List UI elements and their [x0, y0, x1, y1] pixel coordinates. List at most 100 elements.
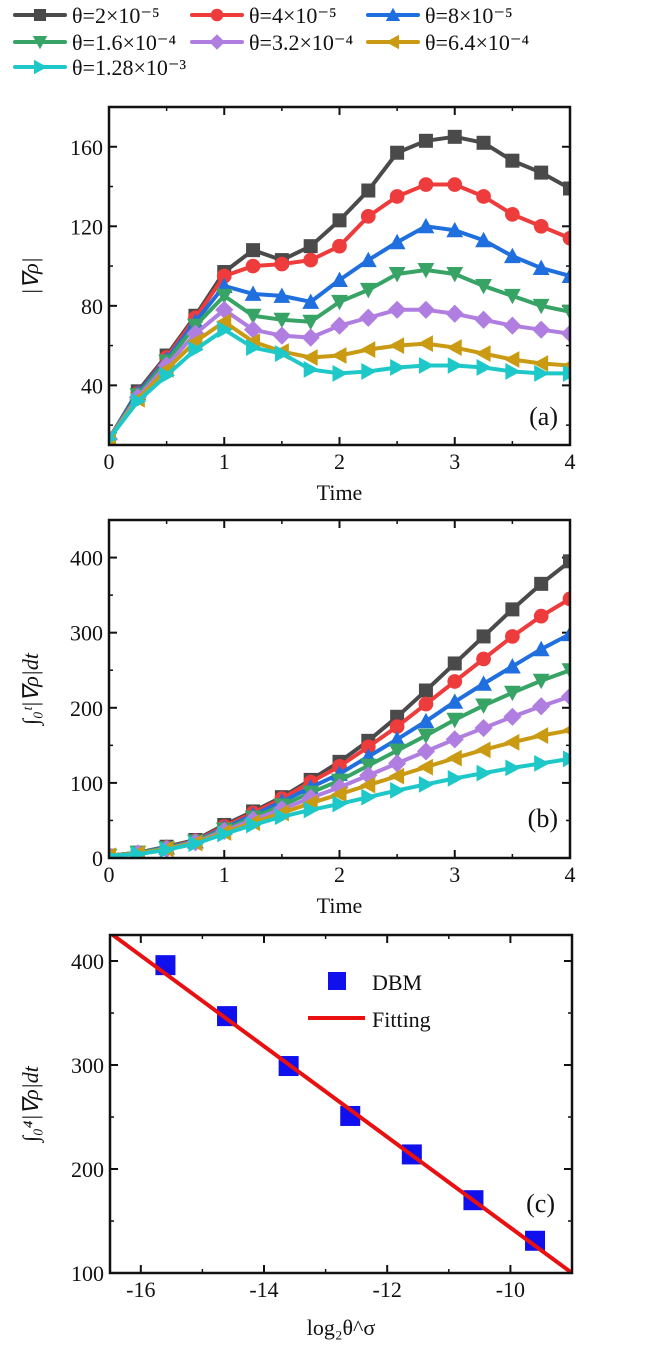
triangle-right-marker [159, 367, 176, 384]
x-axis-label: Time [317, 480, 363, 505]
series-1 [155, 955, 546, 1251]
triangle-left-marker [532, 727, 549, 744]
triangle-left-marker [417, 758, 433, 776]
legend-item: θ=6.4×10⁻⁴ [366, 30, 529, 55]
triangle-left-marker [446, 749, 462, 767]
triangle-down-marker [446, 267, 464, 283]
triangle-down-marker [532, 298, 550, 315]
diamond-marker [503, 316, 522, 335]
triangle-down-marker [273, 312, 291, 329]
plot-data [109, 554, 570, 858]
triangle-left-marker [503, 733, 520, 751]
diamond-marker [272, 326, 291, 345]
series-2 [109, 591, 570, 858]
x-tick-label: 0 [104, 862, 115, 887]
diamond-marker [388, 754, 407, 773]
diamond-marker [445, 730, 464, 749]
square-marker [534, 165, 549, 180]
square-marker [563, 554, 570, 569]
series-line [109, 559, 570, 858]
circle-marker [216, 268, 232, 284]
circle-marker [476, 189, 491, 204]
triangle-right-marker [303, 361, 320, 378]
triangle-right-marker [34, 59, 48, 75]
panel-a: 0 1 2 3 4 40 80 120 160 (a) Time |∇ρ| [18, 105, 576, 505]
triangle-right-marker [274, 808, 291, 826]
series-1 [109, 554, 570, 858]
diamond-marker [301, 328, 320, 347]
triangle-left-marker [475, 345, 491, 362]
diamond-marker [560, 687, 570, 706]
triangle-right-marker [447, 769, 464, 787]
triangle-right-marker [109, 851, 118, 858]
circle-marker [418, 177, 434, 192]
circle-marker [505, 629, 520, 644]
triangle-down-marker [475, 278, 492, 295]
y-tick-label: 40 [81, 373, 103, 398]
x-tick-label: 4 [565, 449, 576, 474]
triangle-right-marker [303, 801, 320, 819]
diamond-marker [186, 324, 205, 343]
triangle-right-marker [534, 365, 550, 382]
legend-item: θ=8×10⁻⁵ [366, 3, 513, 28]
triangle-up-marker [503, 247, 521, 264]
triangle-right-marker [246, 339, 262, 356]
y-tick-label: 400 [71, 949, 104, 974]
triangle-right-marker [390, 359, 406, 376]
triangle-left-marker [388, 337, 405, 354]
series-line [109, 597, 570, 858]
y-axis-label: ∫₀ᵗ|∇ρ|dt [18, 652, 44, 727]
series-2 [110, 935, 572, 1273]
axes: 0 1 2 3 4 0 100 200 300 400 [70, 520, 576, 887]
triangle-up-marker [446, 221, 464, 238]
triangle-right-marker [332, 365, 348, 382]
x-tick-label: 0 [104, 449, 115, 474]
triangle-left-marker [359, 341, 376, 358]
x-tick-label: -14 [249, 1277, 278, 1302]
triangle-up-marker [417, 712, 435, 729]
triangle-up-marker [475, 675, 492, 691]
triangle-left-marker [302, 349, 318, 366]
diamond-marker [416, 742, 436, 761]
triangle-up-marker [561, 267, 570, 283]
triangle-right-marker [109, 434, 118, 444]
triangle-left-marker [446, 339, 462, 356]
circle-marker [505, 207, 520, 222]
legend-label: DBM [372, 970, 422, 995]
circle-marker [447, 674, 463, 689]
triangle-up-marker [273, 287, 291, 303]
y-tick-label: 120 [70, 214, 103, 239]
triangle-right-marker [476, 359, 492, 376]
circle-marker [476, 651, 491, 667]
triangle-down-marker [215, 288, 233, 305]
triangle-up-marker [561, 625, 570, 642]
square-marker [534, 576, 549, 591]
triangle-right-marker [476, 764, 492, 782]
circle-marker [533, 608, 549, 624]
x-tick-label: 2 [334, 862, 345, 887]
circle-marker [447, 177, 463, 192]
legend-item: Fitting [308, 1007, 431, 1032]
triangle-left-marker [417, 335, 433, 352]
circle-marker [360, 739, 376, 755]
triangle-right-marker [361, 788, 377, 806]
square-marker [303, 239, 318, 254]
series-6 [109, 725, 570, 858]
fit-line [110, 935, 572, 1273]
square-marker [505, 153, 520, 168]
y-axis-label: |∇ρ| [18, 257, 43, 294]
triangle-down-marker [302, 314, 320, 331]
triangle-left-marker [388, 767, 405, 785]
circle-marker [389, 189, 405, 204]
series-line [109, 134, 570, 441]
diamond-marker [445, 304, 464, 323]
square-marker [34, 9, 46, 21]
diamond-marker [243, 320, 263, 339]
triangle-right-marker [332, 795, 348, 813]
triangle-up-marker [302, 293, 320, 309]
triangle-right-marker [418, 357, 435, 374]
triangle-up-marker [244, 285, 262, 301]
triangle-down-marker [331, 294, 348, 311]
diamond-marker [330, 316, 349, 335]
x-tick-label: 1 [219, 862, 230, 887]
